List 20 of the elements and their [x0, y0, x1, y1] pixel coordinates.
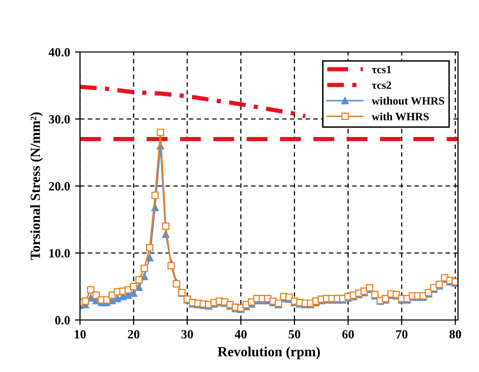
x-tick-label: 50 [288, 330, 300, 339]
legend-label: τcs1 [372, 66, 392, 74]
legend-label: with WHRS [372, 112, 429, 120]
x-axis-title: Revolution (rpm) [218, 346, 320, 360]
y-tick-label: 0.0 [55, 316, 70, 325]
x-tick-label: 40 [234, 330, 247, 339]
legend-label: τcs2 [372, 81, 392, 89]
x-tick-label: 10 [74, 330, 86, 339]
x-tick-label: 80 [449, 330, 462, 339]
legend-label: without WHRS [372, 96, 444, 105]
x-tick-label: 60 [342, 330, 354, 339]
line-series [80, 84, 308, 118]
x-tick-label: 30 [181, 330, 194, 339]
x-tick-label: 70 [396, 330, 408, 339]
y-tick-label: 40.0 [48, 48, 70, 57]
y-axis-title: Torsional Stress (N/mm²) [30, 112, 43, 260]
x-tick-label: 20 [128, 330, 140, 339]
y-tick-label: 10.0 [49, 249, 70, 258]
y-tick-label: 20.0 [48, 182, 70, 191]
y-tick-label: 30.0 [48, 115, 70, 124]
